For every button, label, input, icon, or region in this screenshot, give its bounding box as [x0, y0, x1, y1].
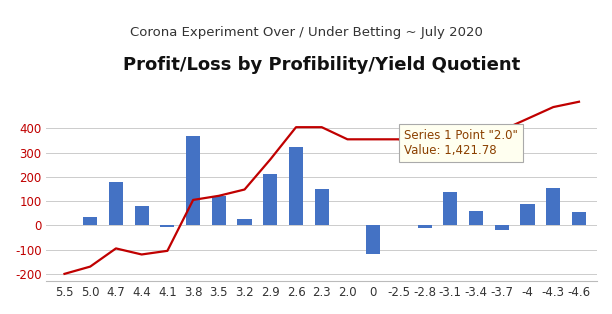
Bar	[186, 136, 200, 225]
Bar	[263, 175, 277, 225]
Bar	[289, 147, 303, 225]
Bar	[469, 211, 483, 225]
Bar	[366, 225, 380, 254]
Text: Corona Experiment Over / Under Betting ~ July 2020: Corona Experiment Over / Under Betting ~…	[130, 26, 482, 40]
Bar	[417, 225, 431, 228]
Bar	[520, 204, 535, 225]
Bar	[546, 188, 561, 225]
Bar	[237, 219, 252, 225]
Bar	[83, 217, 97, 225]
Bar	[572, 212, 586, 225]
Bar	[443, 192, 457, 225]
Bar	[160, 225, 174, 227]
Text: Series 1 Point "2.0"
Value: 1,421.78: Series 1 Point "2.0" Value: 1,421.78	[404, 129, 518, 157]
Bar	[494, 225, 509, 230]
Bar	[315, 189, 329, 225]
Bar	[212, 196, 226, 225]
Bar	[109, 182, 123, 225]
Title: Profit/Loss by Profibility/Yield Quotient: Profit/Loss by Profibility/Yield Quotien…	[123, 56, 520, 74]
Bar	[135, 207, 149, 225]
